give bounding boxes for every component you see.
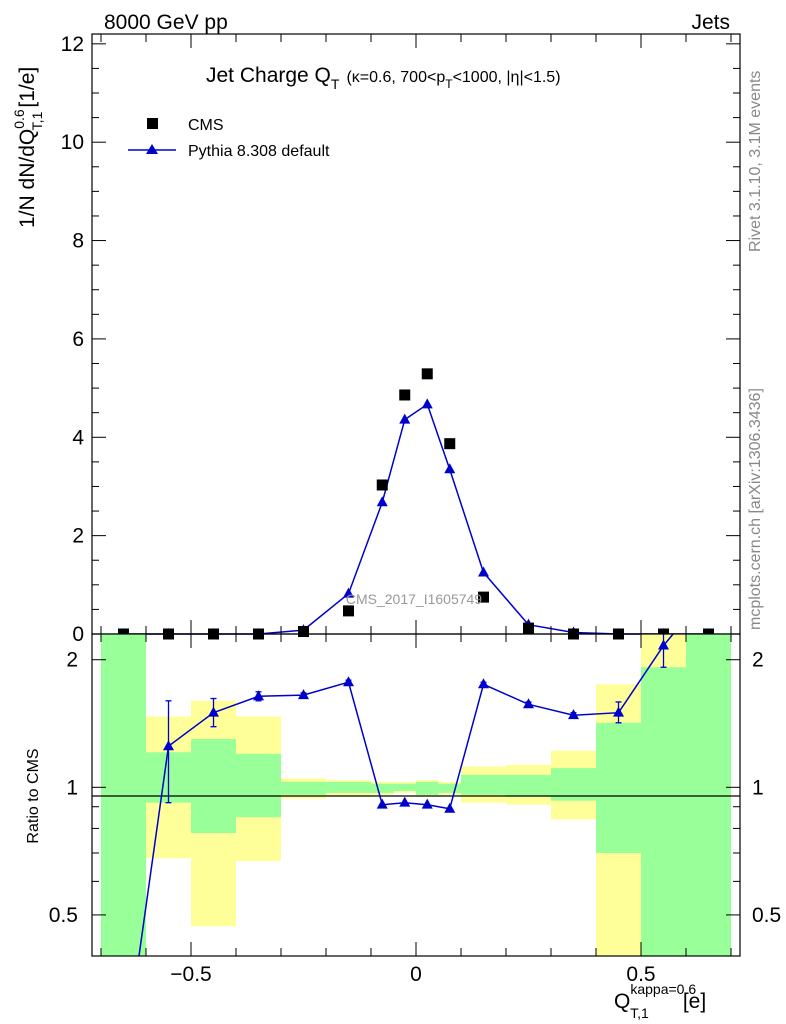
ratio-pythia-point <box>568 709 579 720</box>
analysis-watermark: CMS_2017_I1605749 <box>346 591 482 607</box>
band-1sigma <box>551 768 596 801</box>
cms-point <box>444 438 456 450</box>
legend-pythia-label: Pythia 8.308 default <box>188 143 330 160</box>
ratio-pythia-point <box>163 740 174 751</box>
band-1sigma <box>101 634 146 956</box>
band-1sigma <box>236 753 281 818</box>
band-1sigma <box>506 774 551 797</box>
band-1sigma <box>438 783 461 793</box>
cms-point <box>523 622 534 634</box>
ratio-pythia-line <box>138 634 675 956</box>
pythia-point <box>376 496 388 507</box>
main-y-tick-label: 4 <box>72 426 84 449</box>
mcplots-label: mcplots.cern.ch [arXiv:1306.3436] <box>747 388 764 630</box>
band-1sigma <box>371 783 394 793</box>
cms-point <box>343 605 354 617</box>
legend: CMS Pythia 8.308 default <box>128 117 330 160</box>
cms-point <box>421 368 433 380</box>
cms-point <box>298 626 309 638</box>
legend-cms-marker <box>147 118 158 129</box>
ratio-y-tick-label: 0.5 <box>49 904 78 927</box>
band-1sigma <box>281 781 326 795</box>
band-1sigma <box>416 781 439 795</box>
ratio-pythia-point <box>613 706 624 717</box>
svg-text:1/N dN/dQ0.6T,1[1/e]: 1/N dN/dQ0.6 T,1[1/e] <box>11 67 45 228</box>
pythia-point <box>444 463 456 474</box>
x-axis-label: Qkappa=0.6 T,1 [e] <box>614 981 706 1021</box>
svg-text:Jet Charge QT(κ=0.6, 700<pT<10: Jet Charge QT (κ=0.6, 700<pT<1000, |η|<1.… <box>206 64 561 92</box>
ratio-y-tick-label: 1 <box>66 776 78 799</box>
main-y-tick-label: 8 <box>72 230 84 253</box>
x-tick-label: 0.5 <box>626 963 655 986</box>
rivet-version-label: Rivet 3.1.10, 3.1M events <box>747 71 764 252</box>
ratio-pythia-point <box>208 706 219 717</box>
main-y-tick-label: 0 <box>72 623 84 646</box>
main-y-tick-label: 6 <box>72 328 84 351</box>
legend-cms-label: CMS <box>188 117 224 134</box>
ratio-pythia-point <box>523 698 534 709</box>
pythia-point <box>399 413 411 424</box>
ratio-pythia-point <box>444 802 456 813</box>
legend-pythia-marker <box>146 144 158 154</box>
main-y-tick-label: 2 <box>72 525 84 548</box>
ratio-pythia-point <box>399 796 411 807</box>
band-1sigma <box>596 722 641 853</box>
cms-point <box>399 389 411 401</box>
main-y-tick-label: 10 <box>61 131 84 154</box>
ratio-y-axis-label: Ratio to CMS <box>25 748 42 843</box>
band-1sigma <box>393 783 416 792</box>
process-label: Jets <box>691 11 730 34</box>
ratio-y-tick-label-right: 2 <box>752 649 764 672</box>
band-1sigma <box>641 667 686 956</box>
ratio-panel: −0.5 0 0.5 0.5 0.5 1 1 2 2 Ratio to CMS Qkappa=0… <box>25 633 781 1021</box>
x-tick-label: −0.5 <box>170 963 211 986</box>
band-1sigma <box>686 634 731 956</box>
main-y-axis-label: 1/N dN/dQ0.6 T,1[1/e] <box>11 67 45 228</box>
ratio-pythia-point <box>298 689 309 700</box>
x-tick-label: 0 <box>410 963 422 986</box>
band-1sigma <box>461 774 506 795</box>
main-panel: 0 2 4 6 8 10 12 Jet Charge QT (κ=0.6, 700<pT<10… <box>11 33 741 646</box>
ratio-pythia-point <box>343 676 354 687</box>
ratio-pythia-point <box>376 798 388 809</box>
energy-label: 8000 GeV pp <box>104 11 228 34</box>
band-1sigma <box>191 739 236 834</box>
ratio-y-tick-label-right: 1 <box>752 776 764 799</box>
ratio-y-tick-label-right: 0.5 <box>752 904 781 927</box>
main-y-tick-label: 12 <box>61 33 84 56</box>
ratio-pythia-point <box>658 639 669 650</box>
svg-text:Qkappa=0.6T,1[e]: Qkappa=0.6 T,1 [e] <box>614 981 706 1021</box>
cms-point <box>376 479 388 491</box>
pythia-point <box>478 566 489 577</box>
ratio-pythia-point <box>478 678 489 689</box>
ratio-pythia-point <box>421 798 433 809</box>
band-1sigma <box>326 781 371 793</box>
ratio-y-tick-label: 2 <box>66 649 78 672</box>
ratio-pythia-point <box>253 690 264 701</box>
pythia-point <box>343 587 354 598</box>
cms-point <box>478 591 489 603</box>
pythia-point <box>421 398 433 409</box>
main-title: Jet Charge QT (κ=0.6, 700<pT<1000, |η|<1.… <box>206 64 561 92</box>
